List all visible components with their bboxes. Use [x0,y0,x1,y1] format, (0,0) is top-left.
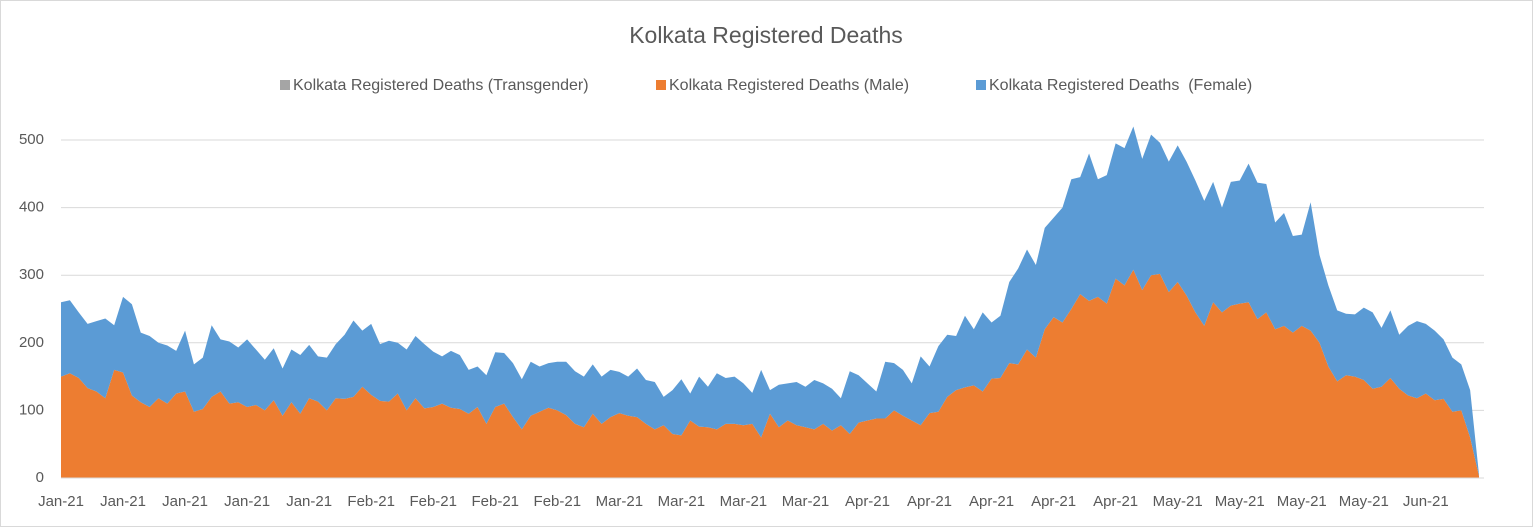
x-tick-label: Apr-21 [845,493,890,510]
legend-label: Kolkata Registered Deaths (Male) [669,77,909,94]
y-tick-label: 0 [36,469,44,486]
y-tick-label: 200 [19,334,44,351]
x-tick-label: May-21 [1277,493,1327,510]
legend-label: Kolkata Registered Deaths (Transgender) [293,77,589,94]
legend-swatch [656,80,666,90]
legend-swatch [976,80,986,90]
x-tick-label: Feb-21 [534,493,582,510]
legend-label: Kolkata Registered Deaths (Female) [989,77,1252,94]
x-tick-label: Mar-21 [596,493,644,510]
x-tick-label: Jan-21 [162,493,208,510]
x-tick-label: Jan-21 [38,493,84,510]
area [61,269,1479,478]
x-tick-label: Mar-21 [658,493,706,510]
x-tick-label: May-21 [1153,493,1203,510]
x-tick-label: May-21 [1339,493,1389,510]
chart-title: Kolkata Registered Deaths [629,22,903,48]
x-tick-label: Jan-21 [224,493,270,510]
y-tick-label: 400 [19,199,44,216]
x-tick-label: Apr-21 [1031,493,1076,510]
x-tick-label: Feb-21 [471,493,519,510]
x-tick-label: Mar-21 [720,493,768,510]
x-tick-label: May-21 [1215,493,1265,510]
y-tick-label: 500 [19,131,44,148]
x-tick-label: Jan-21 [286,493,332,510]
x-tick-label: Feb-21 [347,493,395,510]
y-tick-label: 300 [19,266,44,283]
x-tick-label: Mar-21 [782,493,830,510]
x-tick-label: Apr-21 [1093,493,1138,510]
legend-swatch [280,80,290,90]
x-tick-label: Jun-21 [1403,493,1449,510]
area [61,126,1479,476]
x-tick-label: Feb-21 [409,493,457,510]
y-tick-label: 100 [19,401,44,418]
x-tick-label: Apr-21 [969,493,1014,510]
x-tick-label: Jan-21 [100,493,146,510]
x-tick-label: Apr-21 [907,493,952,510]
